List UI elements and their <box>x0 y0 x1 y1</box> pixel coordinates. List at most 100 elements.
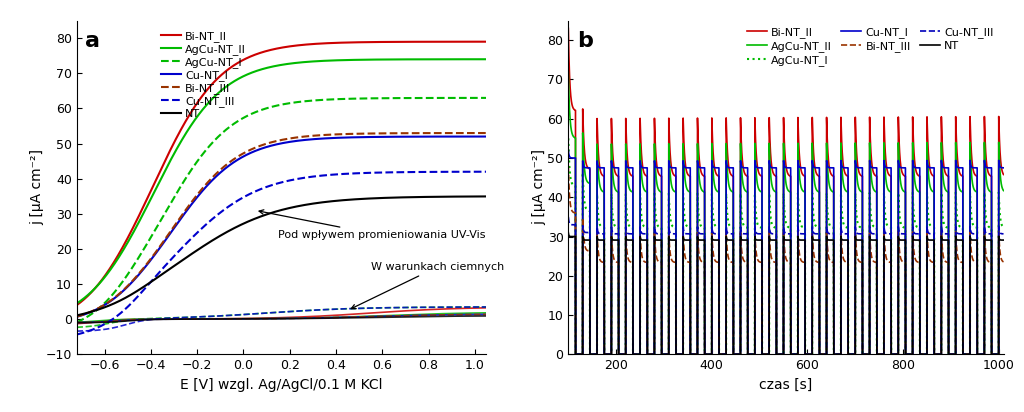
Cu-NT_III <box>562 214 574 219</box>
Cu-NT_I <box>71 314 83 319</box>
Cu-NT_I <box>845 352 857 357</box>
AgCu-NT_I <box>269 103 282 108</box>
Text: W warunkach ciemnych: W warunkach ciemnych <box>351 262 504 309</box>
X-axis label: E [V] wzgl. Ag/AgCl/0.1 M KCl: E [V] wzgl. Ag/AgCl/0.1 M KCl <box>180 378 383 392</box>
Cu-NT_I <box>269 142 282 147</box>
Line: AgCu-NT_I: AgCu-NT_I <box>568 138 1013 354</box>
AgCu-NT_II <box>1007 140 1019 145</box>
NT <box>91 307 103 312</box>
AgCu-NT_I <box>393 96 406 101</box>
Bi-NT_II <box>825 172 838 177</box>
AgCu-NT_II <box>393 57 406 62</box>
Line: AgCu-NT_II: AgCu-NT_II <box>568 72 1013 354</box>
Text: a: a <box>85 30 100 51</box>
AgCu-NT_II <box>468 57 480 62</box>
Cu-NT_III <box>723 231 735 236</box>
NT <box>569 352 582 357</box>
NT <box>845 352 857 357</box>
Bi-NT_II <box>393 40 406 44</box>
Cu-NT_I <box>562 147 574 152</box>
AgCu-NT_II <box>915 352 928 357</box>
Bi-NT_II <box>259 49 271 54</box>
Cu-NT_III <box>1007 224 1019 229</box>
Bi-NT_III <box>892 352 904 357</box>
AgCu-NT_I <box>825 225 838 229</box>
Bi-NT_III <box>585 352 597 357</box>
AgCu-NT_II <box>825 188 838 193</box>
Bi-NT_II <box>468 39 480 44</box>
Bi-NT_III <box>480 131 493 136</box>
AgCu-NT_I <box>259 106 271 111</box>
AgCu-NT_I <box>468 96 480 101</box>
Text: b: b <box>578 30 593 51</box>
Cu-NT_III <box>468 169 480 174</box>
NT <box>468 194 480 199</box>
AgCu-NT_I <box>845 352 857 357</box>
AgCu-NT_II <box>892 352 904 357</box>
AgCu-NT_I <box>468 96 480 101</box>
Line: Cu-NT_III: Cu-NT_III <box>77 172 486 335</box>
AgCu-NT_II <box>269 63 282 68</box>
Bi-NT_II <box>468 39 480 44</box>
Bi-NT_III <box>845 352 857 357</box>
Cu-NT_I <box>259 145 271 150</box>
Line: NT: NT <box>77 197 486 316</box>
NT <box>585 352 597 357</box>
Line: AgCu-NT_I: AgCu-NT_I <box>77 98 486 322</box>
Cu-NT_I <box>468 134 480 139</box>
Cu-NT_III <box>71 332 83 337</box>
AgCu-NT_I <box>480 96 493 101</box>
Bi-NT_III <box>393 131 406 136</box>
Bi-NT_III <box>569 352 582 357</box>
Line: Bi-NT_III: Bi-NT_III <box>568 166 1013 354</box>
AgCu-NT_II <box>71 301 83 306</box>
Bi-NT_II <box>480 39 493 44</box>
Bi-NT_III <box>259 142 271 147</box>
NT <box>915 352 928 357</box>
Cu-NT_III <box>915 352 928 357</box>
AgCu-NT_I <box>892 352 904 357</box>
Cu-NT_III <box>468 169 480 174</box>
AgCu-NT_I <box>569 352 582 357</box>
Cu-NT_III <box>91 325 103 330</box>
Bi-NT_III <box>91 306 103 311</box>
Bi-NT_III <box>915 352 928 357</box>
AgCu-NT_II <box>91 283 103 288</box>
Bi-NT_II <box>845 352 857 357</box>
Bi-NT_II <box>269 46 282 51</box>
Cu-NT_I <box>569 352 582 357</box>
Cu-NT_I <box>892 352 904 357</box>
Y-axis label: j [μA cm⁻²]: j [μA cm⁻²] <box>532 150 546 225</box>
Line: Cu-NT_I: Cu-NT_I <box>77 136 486 317</box>
NT <box>480 194 493 199</box>
Bi-NT_III <box>468 131 480 136</box>
Cu-NT_III <box>269 181 282 186</box>
AgCu-NT_I <box>1007 190 1019 195</box>
Text: Pod wpływem promieniowania UV-Vis: Pod wpływem promieniowania UV-Vis <box>259 210 485 240</box>
Cu-NT_III <box>569 352 582 357</box>
Bi-NT_II <box>915 352 928 357</box>
Cu-NT_I <box>480 134 493 139</box>
Bi-NT_II <box>892 352 904 357</box>
Cu-NT_III <box>259 185 271 190</box>
AgCu-NT_I <box>723 223 735 228</box>
Bi-NT_II <box>1007 114 1019 119</box>
Cu-NT_I <box>585 352 597 357</box>
AgCu-NT_I <box>71 320 83 325</box>
Bi-NT_II <box>562 26 574 31</box>
AgCu-NT_II <box>585 352 597 357</box>
Line: Bi-NT_III: Bi-NT_III <box>77 133 486 316</box>
Bi-NT_II <box>585 352 597 357</box>
NT <box>468 194 480 199</box>
Cu-NT_I <box>468 134 480 139</box>
NT <box>393 195 406 200</box>
Cu-NT_I <box>1007 158 1019 163</box>
AgCu-NT_I <box>562 136 574 141</box>
NT <box>269 209 282 214</box>
Legend: Bi-NT_II, AgCu-NT_II, AgCu-NT_I, Cu-NT_I, Bi-NT_III, Cu-NT_III, NT: Bi-NT_II, AgCu-NT_II, AgCu-NT_I, Cu-NT_I… <box>742 23 998 70</box>
Bi-NT_III <box>269 139 282 144</box>
Cu-NT_I <box>915 352 928 357</box>
NT <box>723 238 735 243</box>
NT <box>1007 234 1019 239</box>
X-axis label: czas [s]: czas [s] <box>759 378 813 392</box>
